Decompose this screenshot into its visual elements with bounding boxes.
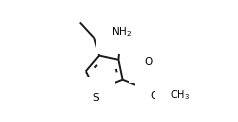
Text: NH$_2$: NH$_2$ bbox=[111, 25, 133, 39]
Text: O: O bbox=[144, 57, 153, 67]
Text: O: O bbox=[150, 91, 159, 101]
Text: S: S bbox=[93, 93, 99, 103]
Text: CH$_3$: CH$_3$ bbox=[170, 88, 190, 102]
